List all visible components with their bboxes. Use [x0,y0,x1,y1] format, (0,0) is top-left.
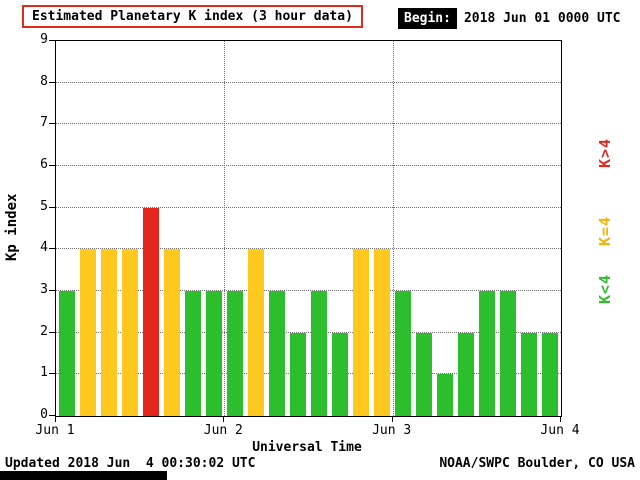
y-tick-label: 2 [40,323,48,339]
gridline-horizontal [56,206,561,208]
kp-bar [374,249,391,416]
kp-bar [79,249,96,416]
kp-bar [226,291,243,416]
x-tick-mark [560,416,561,422]
y-tick-mark [49,81,55,83]
y-tick-label: 6 [40,157,48,172]
kp-bar [437,374,454,416]
begin-time: Begin: 2018 Jun 01 0000 UTC [398,8,621,29]
gridline-vertical [392,41,394,416]
kp-bar [479,291,496,416]
legend-k-eq-4: K=4 [596,215,614,247]
y-tick-mark [49,248,55,250]
kp-bar [332,332,349,416]
y-tick-label: 7 [40,115,48,131]
kp-bar [163,249,180,416]
y-tick-mark [49,290,55,291]
gridline-horizontal [56,331,561,333]
kp-bar [395,291,412,416]
y-tick-mark [49,206,55,208]
kp-bar [247,249,264,416]
kp-bar [100,249,117,416]
kp-bar [121,249,138,416]
x-tick-label: Jun 4 [540,423,580,438]
kp-bar [205,291,222,416]
begin-value: 2018 Jun 01 0000 UTC [463,11,621,26]
kp-bar [416,332,433,416]
kp-bar [542,332,559,416]
y-tick-mark [49,331,55,333]
gridline-horizontal [56,165,561,166]
y-tick-label: 1 [40,365,48,381]
chart-title: Estimated Planetary K index (3 hour data… [32,9,353,24]
kp-bar [521,332,538,416]
y-tick-label: 4 [40,240,48,256]
kp-bar [500,291,517,416]
kp-bar [289,332,306,416]
chart-title-box: Estimated Planetary K index (3 hour data… [22,5,363,28]
y-tick-label: 3 [40,282,48,297]
gridline-horizontal [56,248,561,250]
y-tick-mark [49,40,55,41]
x-tick-label: Jun 2 [203,423,243,438]
y-tick-label: 0 [40,407,48,422]
gridline-vertical [224,41,226,416]
updated-timestamp: Updated 2018 Jun 4 00:30:02 UTC [5,456,256,471]
x-tick-label: Jun 1 [35,423,75,438]
kp-bar [142,207,159,416]
y-tick-mark [49,415,55,416]
gridline-horizontal [56,123,561,125]
kp-bar [268,291,285,416]
footer-black-bar [0,471,167,480]
x-tick-mark [223,416,225,422]
kp-bar [184,291,201,416]
plot-area [55,40,562,417]
y-tick-label: 8 [40,73,48,89]
begin-label: Begin: [398,8,457,29]
gridline-horizontal [56,373,561,375]
kp-bar [58,291,75,416]
y-tick-mark [49,123,55,125]
y-tick-label: 5 [40,198,48,214]
x-tick-mark [55,416,56,422]
kp-bar [353,249,370,416]
kp-bar [311,291,328,416]
gridline-horizontal [56,81,561,83]
y-tick-mark [49,165,55,166]
source-attribution: NOAA/SWPC Boulder, CO USA [439,456,635,471]
y-tick-mark [49,373,55,375]
y-axis-label: Kp index [4,193,20,262]
x-tick-label: Jun 3 [372,423,412,438]
y-tick-label: 9 [40,32,48,47]
x-tick-mark [391,416,393,422]
kp-bar [458,332,475,416]
x-axis-label: Universal Time [252,440,362,455]
legend-k-gt-4: K>4 [596,137,614,169]
gridline-horizontal [56,290,561,291]
legend-k-lt-4: K<4 [596,273,614,305]
